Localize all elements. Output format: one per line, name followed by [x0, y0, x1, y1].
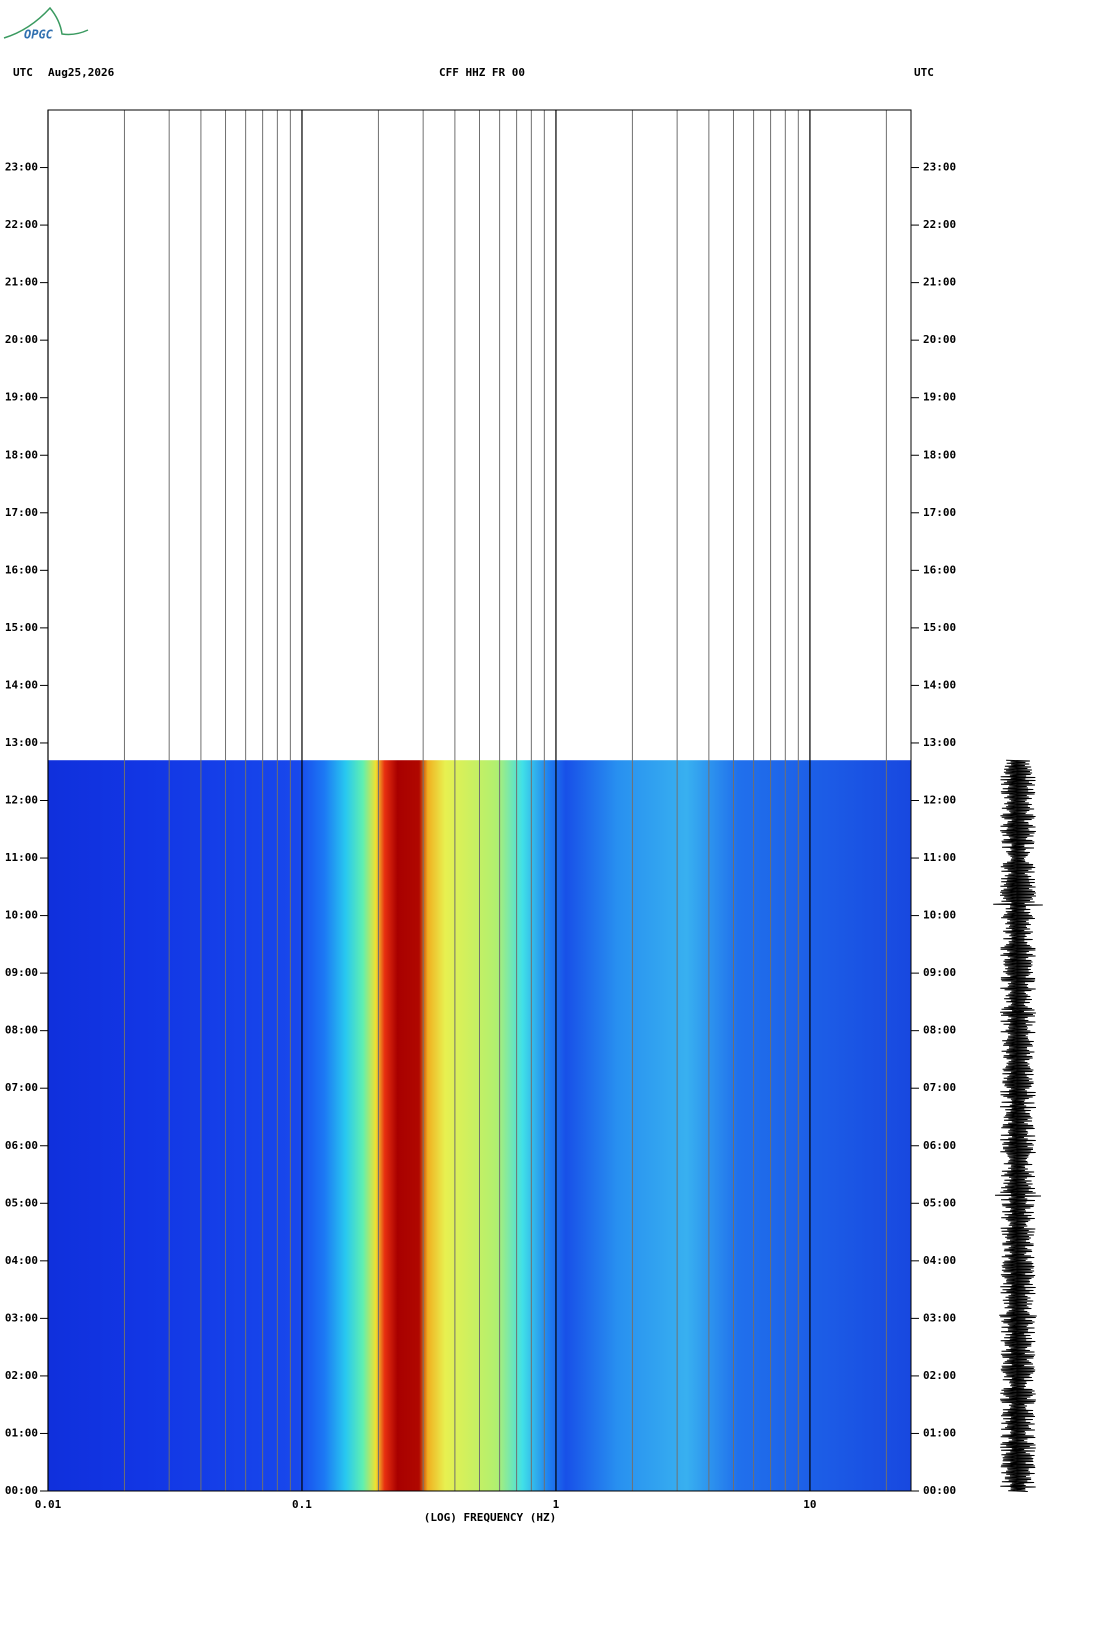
y-tick-label: 11:00 [923, 851, 956, 864]
y-tick-label: 01:00 [5, 1426, 38, 1439]
y-tick-label: 21:00 [5, 276, 38, 289]
y-tick-label: 15:00 [5, 621, 38, 634]
y-tick-label: 10:00 [5, 909, 38, 922]
y-tick-label: 12:00 [5, 794, 38, 807]
y-tick-label: 14:00 [923, 678, 956, 691]
y-tick-label: 04:00 [5, 1254, 38, 1267]
y-tick-label: 22:00 [923, 218, 956, 231]
timezone-left: UTC [13, 66, 33, 79]
timezone-right: UTC [914, 66, 934, 79]
y-tick-label: 23:00 [923, 161, 956, 174]
plot-frame [47, 109, 912, 1492]
y-tick-label: 03:00 [923, 1311, 956, 1324]
y-tick-label: 17:00 [923, 506, 956, 519]
logo: OPGC [3, 6, 89, 42]
y-tick-label: 19:00 [923, 391, 956, 404]
y-tick-label: 17:00 [5, 506, 38, 519]
y-tick-label: 18:00 [923, 448, 956, 461]
y-tick-label: 20:00 [923, 333, 956, 346]
x-tick-label: 0.1 [292, 1498, 312, 1511]
y-tick-label: 07:00 [923, 1081, 956, 1094]
y-tick-label: 12:00 [923, 794, 956, 807]
y-tick-label: 03:00 [5, 1311, 38, 1324]
y-tick-label: 00:00 [5, 1484, 38, 1497]
y-tick-label: 04:00 [923, 1254, 956, 1267]
y-tick-label: 15:00 [923, 621, 956, 634]
date: Aug25,2026 [48, 66, 115, 79]
y-tick-label: 07:00 [5, 1081, 38, 1094]
y-tick-label: 19:00 [5, 391, 38, 404]
y-tick-label: 16:00 [923, 563, 956, 576]
y-tick-label: 21:00 [923, 276, 956, 289]
y-tick-label: 10:00 [923, 909, 956, 922]
y-tick-label: 02:00 [5, 1369, 38, 1382]
y-tick-label: 06:00 [923, 1139, 956, 1152]
station: CFF HHZ FR 00 [439, 66, 525, 79]
y-tick-label: 05:00 [5, 1196, 38, 1209]
x-axis-label: (LOG) FREQUENCY (HZ) [424, 1511, 556, 1524]
y-tick-label: 01:00 [923, 1426, 956, 1439]
x-tick-label: 1 [553, 1498, 560, 1511]
y-tick-label: 18:00 [5, 448, 38, 461]
y-tick-label: 14:00 [5, 678, 38, 691]
y-tick-label: 05:00 [923, 1196, 956, 1209]
y-tick-label: 20:00 [5, 333, 38, 346]
y-tick-label: 09:00 [923, 966, 956, 979]
x-tick-label: 0.01 [35, 1498, 62, 1511]
y-tick-label: 23:00 [5, 161, 38, 174]
y-tick-label: 09:00 [5, 966, 38, 979]
y-tick-label: 16:00 [5, 563, 38, 576]
y-tick-label: 00:00 [923, 1484, 956, 1497]
y-tick-label: 13:00 [923, 736, 956, 749]
logo-swoosh [3, 6, 89, 39]
y-tick-label: 02:00 [923, 1369, 956, 1382]
y-tick-label: 13:00 [5, 736, 38, 749]
seismogram-trace [993, 759, 1043, 1492]
logo-text: OPGC [24, 28, 54, 42]
y-tick-label: 08:00 [5, 1024, 38, 1037]
y-tick-label: 11:00 [5, 851, 38, 864]
y-tick-label: 06:00 [5, 1139, 38, 1152]
y-tick-label: 08:00 [923, 1024, 956, 1037]
x-tick-label: 10 [803, 1498, 816, 1511]
y-tick-label: 22:00 [5, 218, 38, 231]
